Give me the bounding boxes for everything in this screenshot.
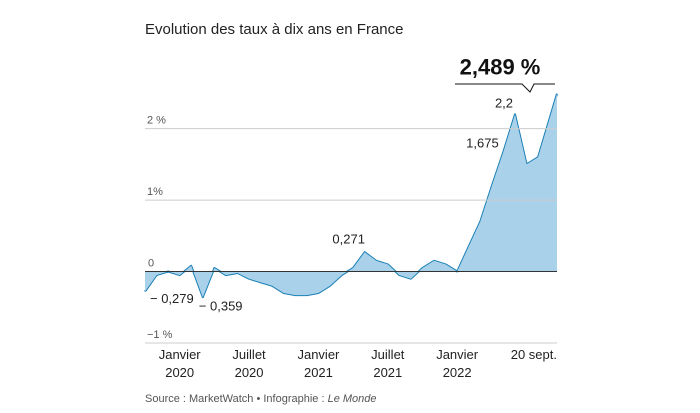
data-label: 1,675 xyxy=(466,135,499,150)
annotation-bracket xyxy=(455,83,555,93)
chart-title: Evolution des taux à dix ans en France xyxy=(145,21,404,38)
data-label: − 0,359 xyxy=(199,299,243,314)
x-tick-line: 2020 xyxy=(165,365,194,380)
y-tick-label: 1% xyxy=(147,186,163,198)
source-text: Source : MarketWatch • Infographie : xyxy=(145,393,325,405)
x-tick-line: Janvier xyxy=(436,347,479,362)
x-tick-line: 2021 xyxy=(373,365,402,380)
x-tick-label: Juillet 2020 xyxy=(232,347,266,380)
data-label: 2,489 % xyxy=(460,54,541,79)
y-tick-label: −1 % xyxy=(147,329,173,341)
data-label: 2,2 xyxy=(495,96,513,111)
x-tick-label: Janvier 2022 xyxy=(436,347,479,380)
x-tick-line: 2022 xyxy=(443,365,472,380)
x-tick-line: Juillet xyxy=(371,347,405,362)
y-tick-label: 0 xyxy=(148,257,154,269)
area xyxy=(145,93,557,298)
source-credit: Le Monde xyxy=(328,393,377,405)
x-tick-line: Juillet xyxy=(232,347,266,362)
x-tick-line: 2020 xyxy=(235,365,264,380)
y-tick-label: 2 % xyxy=(147,115,166,127)
x-tick-label: 20 sept. xyxy=(511,347,557,362)
data-label: 0,271 xyxy=(332,232,365,247)
x-tick-line: 2021 xyxy=(304,365,333,380)
x-tick-line: Janvier xyxy=(297,347,340,362)
x-tick-label: Juillet 2021 xyxy=(371,347,405,380)
data-label: − 0,279 xyxy=(150,291,194,306)
x-tick-label: Janvier 2021 xyxy=(297,347,340,380)
x-tick-line: Janvier xyxy=(159,347,202,362)
x-tick-line: 20 sept. xyxy=(511,347,557,362)
source: Source : MarketWatch • Infographie : Le … xyxy=(145,393,377,405)
x-tick-label: Janvier 2020 xyxy=(159,347,202,380)
